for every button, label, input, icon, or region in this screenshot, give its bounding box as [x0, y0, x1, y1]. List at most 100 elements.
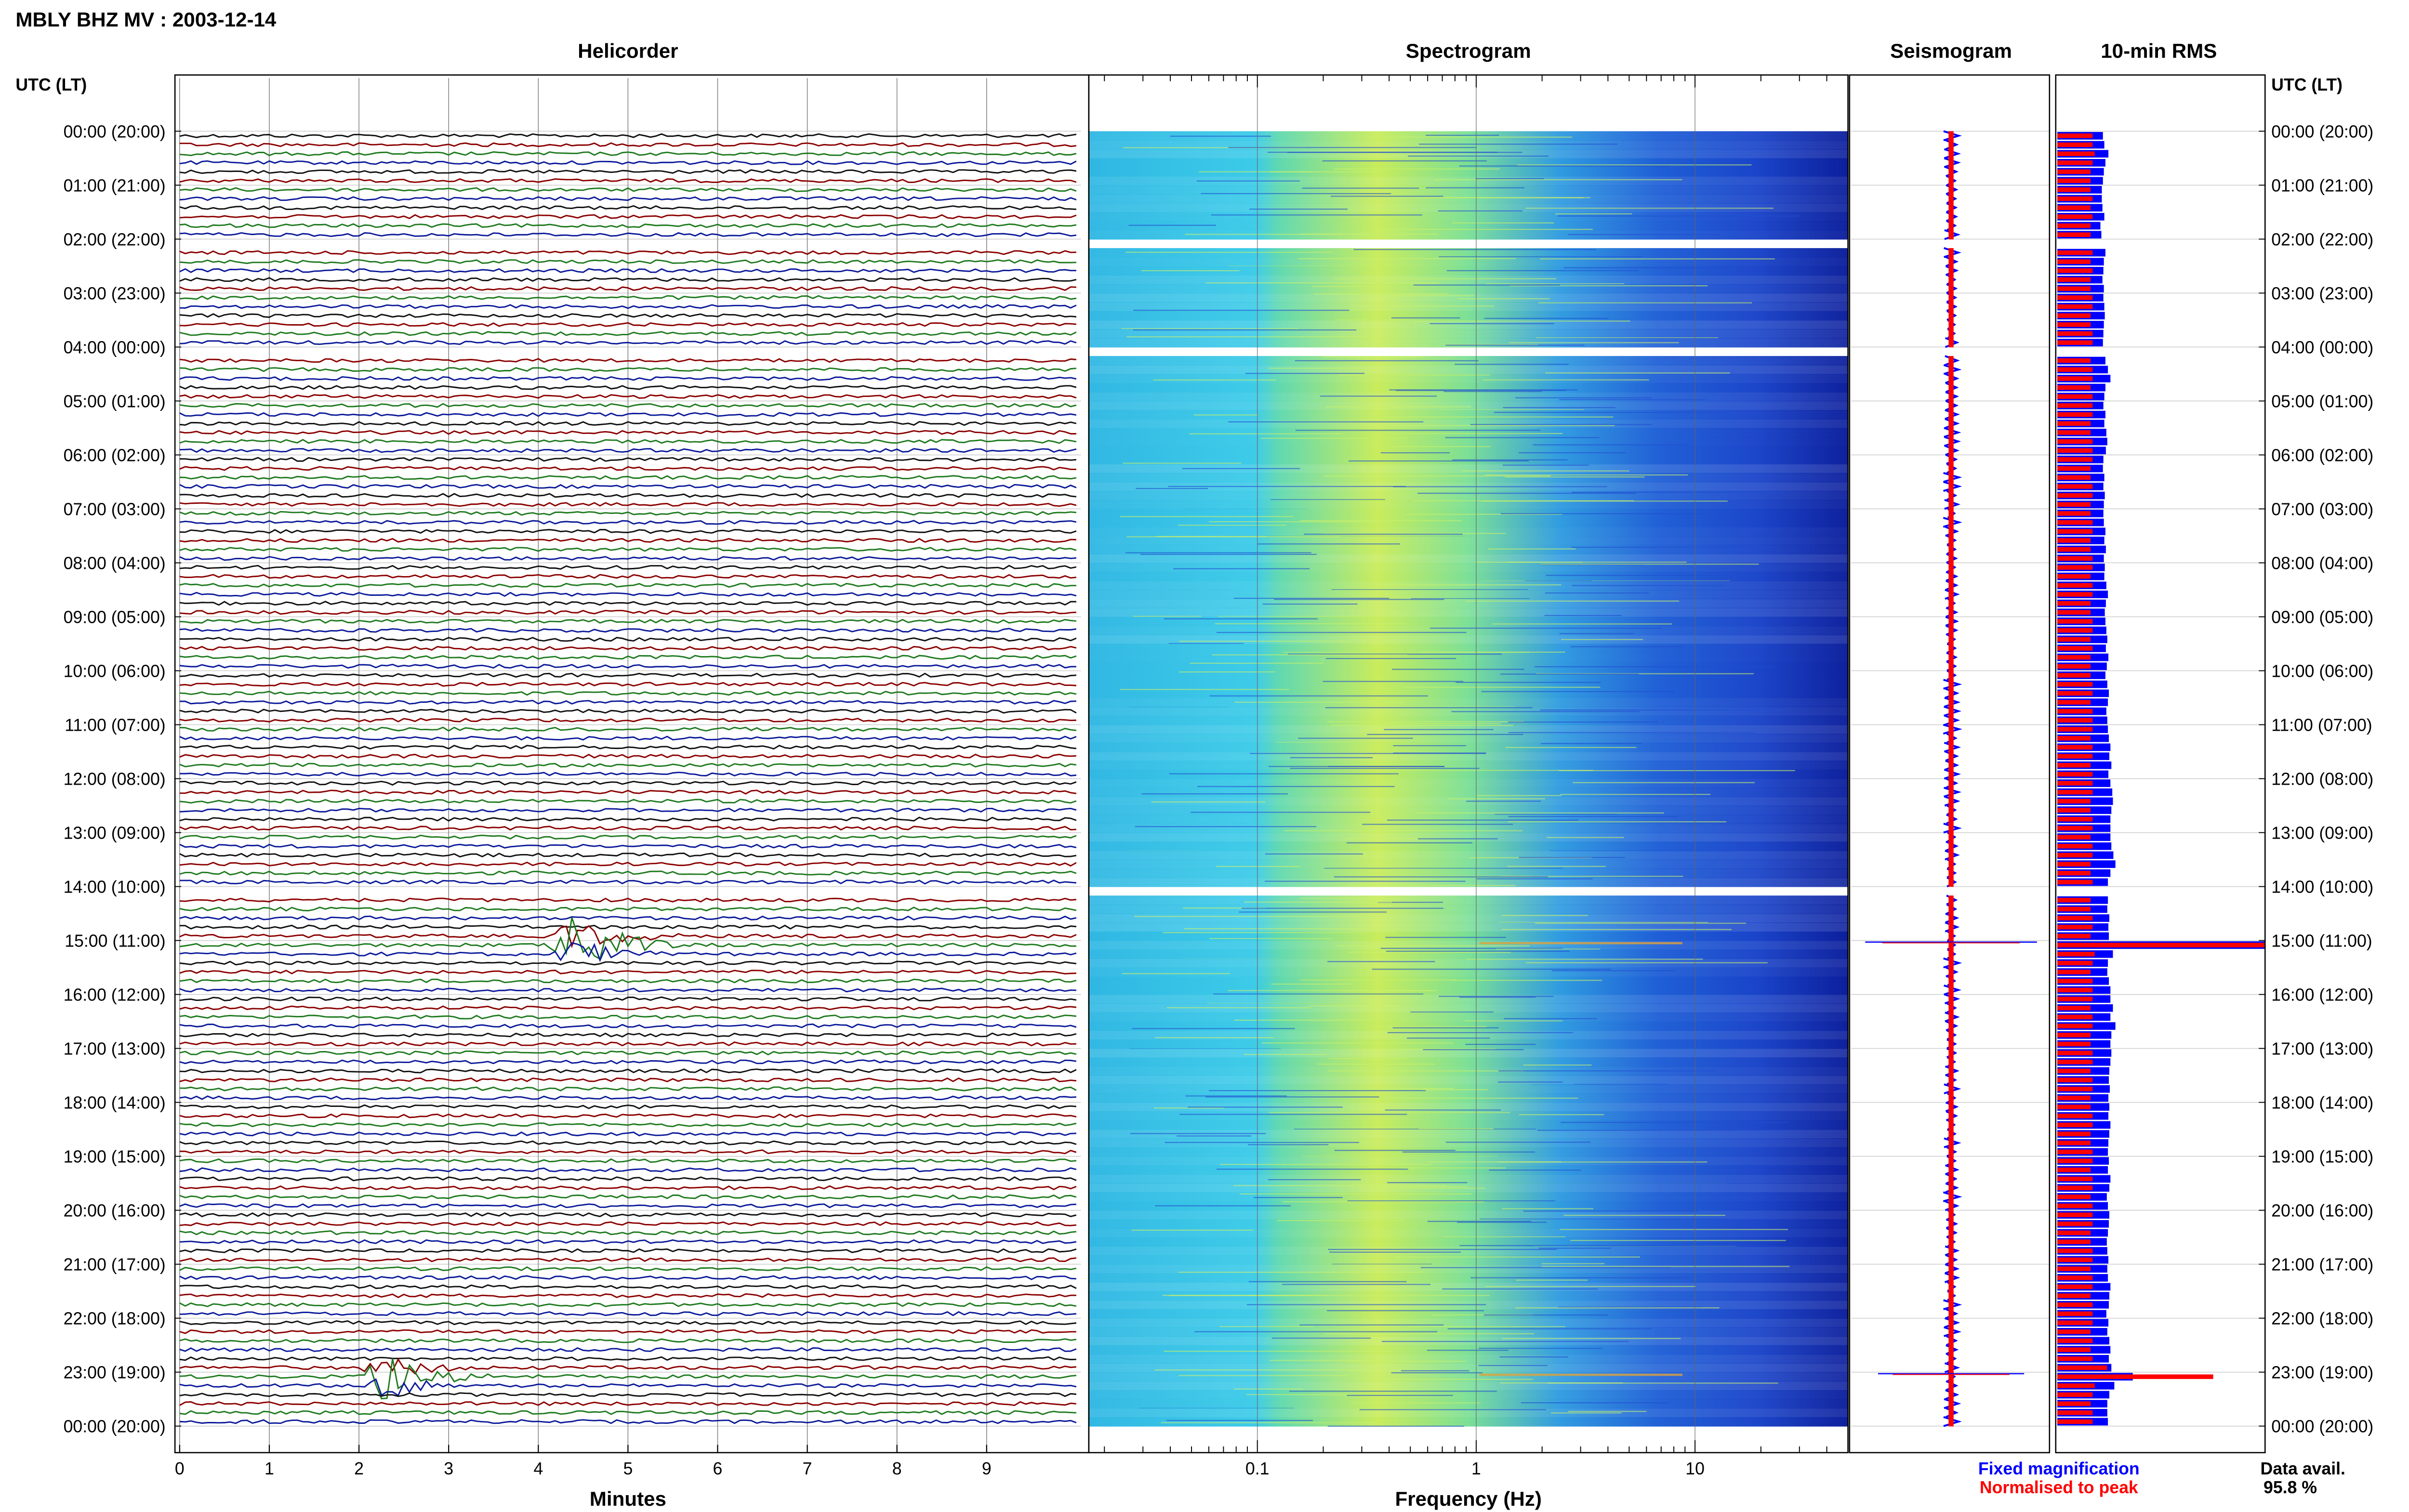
spectrogram-speckle [1295, 430, 1541, 431]
spectrogram-speckle [1391, 433, 1562, 434]
spectrogram-speckle [1140, 553, 1317, 555]
helicorder-trace-row [179, 987, 1076, 993]
helicorder-trace-row [179, 250, 1076, 255]
seismogram-normalised-trace [1948, 1120, 1954, 1130]
spectrogram-speckle [1234, 1388, 1303, 1390]
spectrogram-speckle [1193, 414, 1258, 416]
spectrogram-speckle [1125, 552, 1311, 553]
spectrogram-speckle [1290, 757, 1373, 759]
seismogram-normalised-trace [1948, 590, 1954, 599]
legend-fixed-magnification: Fixed magnification [1978, 1459, 2140, 1478]
spectrogram-speckle [1325, 707, 1533, 709]
spectrogram-row [1088, 1336, 1848, 1346]
helicorder-trace-row [179, 1329, 1076, 1334]
spectrogram-speckle [1357, 305, 1495, 307]
rms-bar-normalised [2057, 736, 2091, 741]
seismogram-normalised-trace [1948, 536, 1954, 545]
spectrogram-row [1088, 1408, 1848, 1418]
spectrogram-speckle [1276, 1220, 1403, 1222]
time-tick-label-right: 01:00 (21:00) [2271, 176, 2373, 195]
helicorder-trace-row [179, 1077, 1077, 1082]
seismogram-normalised-trace [1948, 176, 1954, 186]
spectrogram-speckle [1430, 323, 1554, 325]
spectrogram-speckle [1392, 1027, 1499, 1028]
helicorder-trace-row [179, 1284, 1077, 1289]
spectrogram-row [1088, 572, 1848, 581]
spectrogram-speckle [1396, 390, 1566, 391]
spectrogram-speckle [1228, 147, 1477, 148]
spectrogram-speckle [1517, 164, 1752, 166]
helicorder-trace-row [179, 699, 1076, 705]
time-tick-label-left: 04:00 (00:00) [64, 338, 166, 357]
spectrogram-speckle [1179, 1114, 1407, 1115]
helicorder-trace-row [179, 1347, 1077, 1352]
spectrogram-speckle [1197, 786, 1395, 788]
rms-bar-normalised [2057, 1212, 2093, 1217]
helicorder-trace-row [179, 1239, 1077, 1245]
helicorder-trace-row [179, 1266, 1077, 1272]
spectrogram-speckle [1367, 734, 1523, 735]
helicorder-trace-row [179, 924, 1077, 930]
helicorder-trace-row [179, 178, 1077, 184]
time-tick-label-left: 01:00 (21:00) [64, 176, 166, 195]
helicorder-trace-row [179, 1059, 1077, 1065]
spectrogram-row [1088, 1246, 1848, 1256]
seismogram-normalised-trace [1948, 976, 1954, 986]
spectrogram-speckle [1380, 947, 1563, 949]
spectrogram-speckle [1154, 1369, 1374, 1371]
spectrogram-row [1088, 428, 1848, 438]
spectrogram-x-tick-label: 0.1 [1245, 1459, 1270, 1478]
spectrogram-row [1088, 1255, 1848, 1265]
spectrogram-row [1088, 877, 1848, 887]
time-tick-label-right: 10:00 (06:00) [2271, 661, 2373, 681]
spectrogram-speckle [1163, 932, 1395, 933]
helicorder-trace-row [179, 448, 1077, 453]
spectrogram-row [1088, 500, 1848, 510]
spectrogram-row [1088, 1381, 1848, 1391]
spectrogram-row [1088, 1192, 1848, 1202]
seismogram-normalised-trace [1948, 949, 1954, 959]
spectrogram-speckle [1502, 1338, 1681, 1340]
spectrogram-speckle [1505, 476, 1645, 478]
spectrogram-speckle [1320, 395, 1437, 397]
spectrogram-speckle [1438, 210, 1522, 212]
spectrogram-speckle [1430, 627, 1663, 629]
helicorder-trace-row [179, 466, 1076, 471]
helicorder-trace-row [179, 1158, 1077, 1163]
seismogram-normalised-trace [1948, 1138, 1954, 1148]
seismogram-normalised-trace [1948, 302, 1954, 312]
helicorder-trace-row [179, 880, 1077, 885]
rms-bar-normalised [2057, 187, 2091, 192]
rms-bar-normalised [2057, 960, 2093, 966]
helicorder-x-tick-label: 0 [175, 1459, 185, 1478]
spectrogram-speckle [1401, 1370, 1469, 1371]
rms-bar-normalised [2057, 574, 2091, 579]
spectrogram-speckle [1478, 1348, 1602, 1349]
time-tick-label-left: 14:00 (10:00) [64, 878, 166, 897]
spectrogram-row [1088, 167, 1848, 177]
time-tick-label-right: 09:00 (05:00) [2271, 607, 2373, 627]
seismogram-normalised-trace [1948, 778, 1954, 788]
spectrogram-speckle [1561, 1122, 1787, 1123]
spectrogram-speckle [1391, 317, 1460, 319]
rms-bar-normalised [2057, 808, 2091, 813]
spectrogram-speckle [1188, 1106, 1343, 1108]
spectrogram-speckle [1519, 1114, 1604, 1116]
helicorder-trace-row [179, 376, 1077, 381]
spectrogram-speckle [1209, 521, 1387, 523]
spectrogram-speckle [1534, 666, 1774, 668]
time-tick-label-right: 17:00 (13:00) [2271, 1039, 2373, 1059]
time-tick-label-right: 14:00 (10:00) [2271, 878, 2373, 897]
spectrogram-speckle [1385, 1109, 1501, 1111]
helicorder-trace-row [179, 843, 1077, 849]
seismogram-normalised-trace [1948, 1030, 1954, 1040]
spectrogram-speckle [1349, 460, 1529, 462]
spectrogram-speckle [1136, 488, 1208, 489]
rms-panel-title: 10-min RMS [2101, 39, 2217, 62]
helicorder-trace-row [179, 133, 1077, 138]
seismogram-normalised-trace [1948, 482, 1954, 491]
time-tick-label-right: 08:00 (04:00) [2271, 553, 2373, 573]
rms-bar-normalised [2057, 1078, 2093, 1082]
helicorder-trace-row [179, 853, 1077, 858]
seismogram-normalised-trace [1948, 221, 1954, 231]
